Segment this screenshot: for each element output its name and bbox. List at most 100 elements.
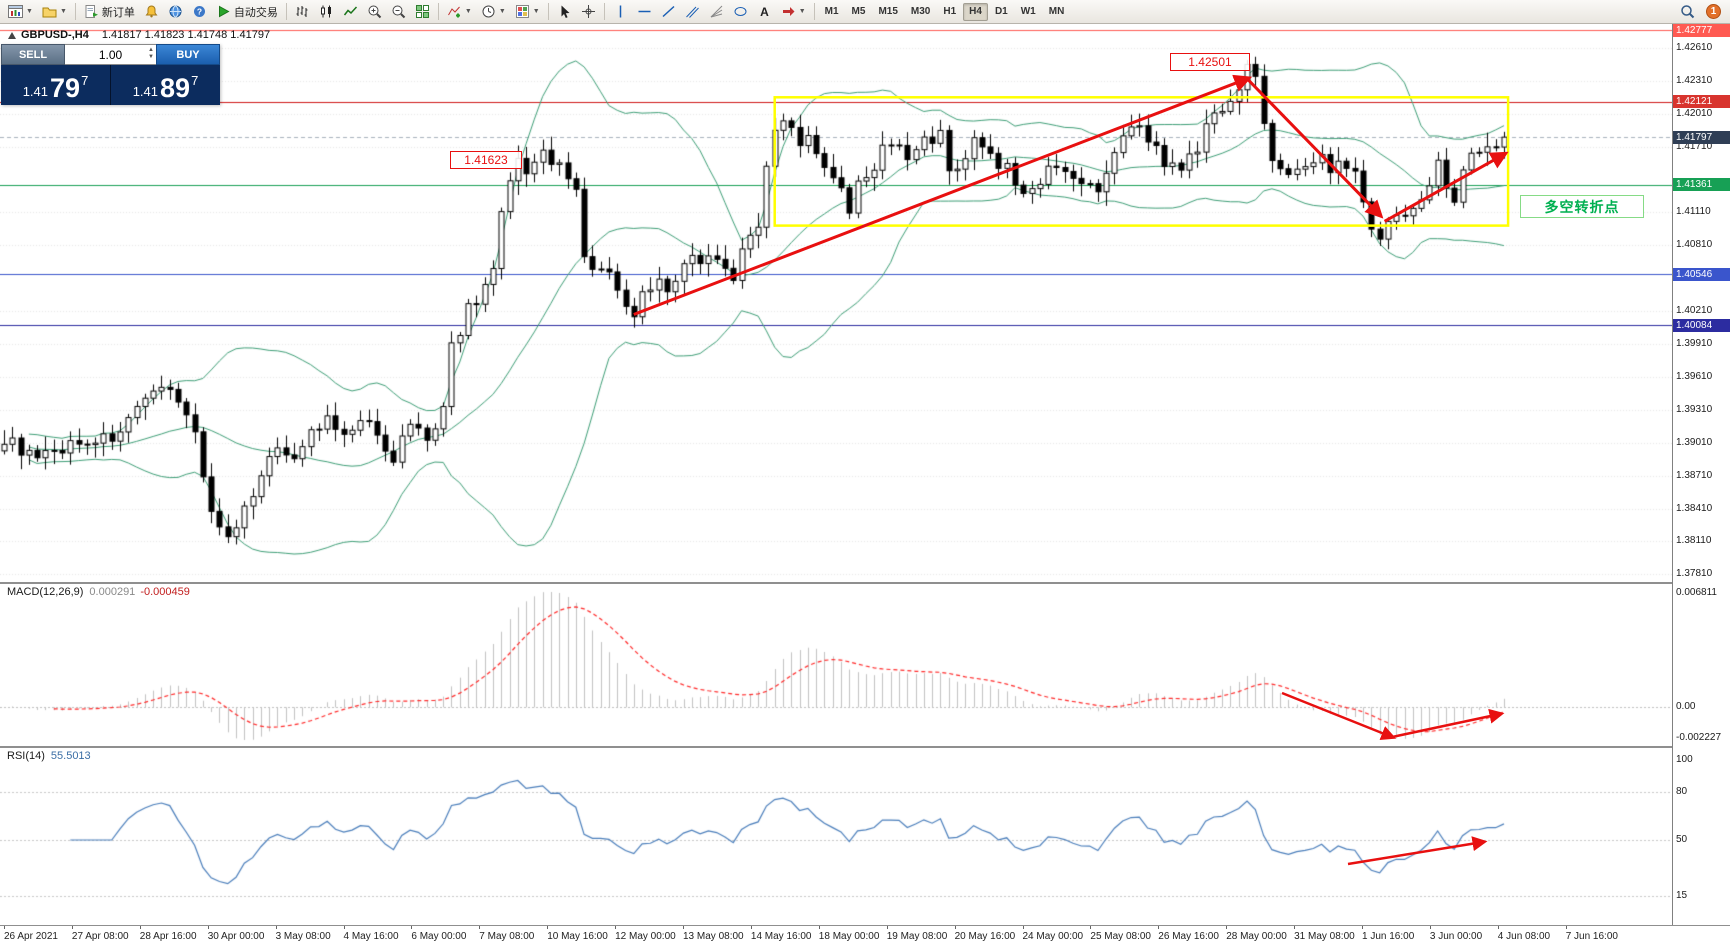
horizontal-line-button[interactable]: [633, 2, 656, 22]
new-order-button[interactable]: 新订单: [80, 2, 139, 22]
profiles-caret-icon[interactable]: ▼: [59, 8, 67, 15]
chart-bars-icon: [295, 4, 310, 19]
time-axis-label: 10 May 16:00: [547, 931, 608, 942]
volume-stepper[interactable]: ▲ ▼: [148, 47, 154, 60]
timeframe-mn-button[interactable]: MN: [1048, 6, 1065, 17]
time-axis[interactable]: 26 Apr 2021 27 Apr 08:00 28 Apr 16:00 30 Ap…: [0, 926, 1730, 946]
new-chart-button[interactable]: ▼: [4, 2, 37, 22]
vertical-line-button[interactable]: [609, 2, 632, 22]
time-axis-label: 24 May 00:00: [1022, 931, 1084, 942]
shapes-icon: [733, 4, 748, 19]
time-axis-tick: [1362, 926, 1363, 929]
chart-line-button[interactable]: [339, 2, 362, 22]
price-axis-label: 1.38710: [1676, 469, 1713, 481]
price-axis[interactable]: 1.42610 1.42310 1.42010 1.41710 1.41110 1.408…: [1673, 24, 1730, 925]
zoom-out-button[interactable]: [387, 2, 410, 22]
profiles-icon: [42, 4, 57, 19]
arrows-icon: [781, 4, 796, 19]
periods-caret-icon[interactable]: ▼: [498, 8, 506, 15]
tile-windows-button[interactable]: [411, 2, 434, 22]
timeframe-m1-button[interactable]: M1: [824, 6, 839, 17]
price-axis-label: 1.39010: [1676, 436, 1713, 448]
arrows-button[interactable]: ▼: [777, 2, 810, 22]
notification-badge[interactable]: 1: [1706, 4, 1721, 19]
time-axis-tick: [1226, 926, 1228, 929]
sell-button[interactable]: SELL: [1, 44, 65, 65]
new-chart-caret-icon[interactable]: ▼: [26, 8, 33, 15]
time-axis-label: 4 May 16:00: [343, 931, 399, 942]
templates-button[interactable]: ▼: [511, 2, 544, 22]
chart-candlesticks-button[interactable]: [315, 2, 338, 22]
price-axis-label: 1.42610: [1676, 42, 1713, 53]
price-chart-canvas[interactable]: [0, 24, 1672, 926]
templates-caret-icon[interactable]: ▼: [532, 8, 540, 15]
chart-line-icon: [343, 4, 358, 19]
time-axis-label: 12 May 00:00: [615, 931, 676, 942]
arrows-caret-icon[interactable]: ▼: [798, 8, 806, 15]
zoom-in-button[interactable]: [363, 2, 386, 22]
alerts-button[interactable]: [140, 2, 163, 22]
bid-price-display[interactable]: 1.41 79 7: [1, 65, 110, 105]
help-button[interactable]: ?: [188, 2, 211, 22]
profiles-button[interactable]: ▼: [38, 2, 71, 22]
time-axis-label: 1 Jun 16:00: [1362, 931, 1415, 942]
autotrading-button[interactable]: 自动交易: [212, 2, 282, 22]
ask-price-display[interactable]: 1.41 89 7: [111, 65, 220, 105]
new-order-label: 新订单: [101, 6, 135, 19]
search-icon: [1680, 4, 1695, 19]
turning-point-note[interactable]: 多空转折点: [1520, 195, 1644, 218]
price-axis-label: 1.41710: [1676, 140, 1713, 152]
time-axis-tick: [547, 926, 549, 929]
time-axis-tick: [1158, 926, 1160, 929]
fibonacci-button[interactable]: [705, 2, 728, 22]
autotrading-label: 自动交易: [233, 6, 278, 19]
timeframe-w1-button[interactable]: W1: [1020, 6, 1036, 17]
market-watch-button[interactable]: [164, 2, 187, 22]
timeframe-h1-button[interactable]: H1: [943, 6, 957, 17]
volume-input[interactable]: 1.00 ▲ ▼: [65, 44, 156, 65]
macd-indicator-label: MACD(12,26,9) 0.000291 -0.000459: [7, 586, 190, 598]
macd-axis-zero: 0.00: [1676, 701, 1696, 713]
indicators-button[interactable]: ▼: [443, 2, 476, 22]
fibonacci-icon: [709, 4, 724, 19]
macd-value-1: 0.000291: [89, 586, 136, 598]
trendline-button[interactable]: [657, 2, 680, 22]
price-axis-label: 1.37810: [1676, 568, 1713, 580]
time-axis-label: 4 Jun 08:00: [1497, 931, 1551, 942]
price-axis-label: 1.40210: [1676, 305, 1713, 317]
indicators-caret-icon[interactable]: ▼: [464, 8, 472, 15]
breakout-price-label[interactable]: 1.41623: [450, 151, 522, 169]
timeframe-m30-button[interactable]: M30: [910, 6, 931, 17]
crosshair-button[interactable]: [577, 2, 600, 22]
zoom-in-icon: [367, 4, 382, 19]
timeframe-m5-button[interactable]: M5: [851, 6, 866, 17]
toolbar-separator: [437, 3, 439, 20]
periods-button[interactable]: ▼: [477, 2, 510, 22]
time-axis-label: 25 May 08:00: [1090, 931, 1151, 942]
swing-high-price-label[interactable]: 1.42501: [1170, 53, 1250, 71]
panel-separator-rsi[interactable]: [0, 746, 1730, 748]
timeframe-m15-button[interactable]: M15: [878, 6, 898, 17]
equidistant-channel-button[interactable]: [681, 2, 704, 22]
horizontal-line-icon: [637, 4, 652, 19]
chart-bars-button[interactable]: [291, 2, 314, 22]
time-axis-tick: [4, 926, 5, 929]
buy-button[interactable]: BUY: [156, 44, 220, 65]
ohlc-values: 1.41817 1.41823 1.41748 1.41797: [101, 29, 271, 41]
time-axis-label: 6 May 00:00: [411, 931, 467, 942]
price-axis-label: 1.42310: [1676, 74, 1713, 86]
text-button[interactable]: A: [753, 2, 776, 22]
rsi-indicator-label: RSI(14) 55.5013: [7, 750, 91, 762]
toolbar-separator: [603, 3, 605, 20]
timeframe-d1-button[interactable]: D1: [994, 6, 1008, 17]
market-watch-icon: [168, 4, 183, 19]
shapes-button[interactable]: [729, 2, 752, 22]
time-axis-tick: [1090, 926, 1092, 929]
panel-separator-macd[interactable]: [0, 582, 1730, 584]
timeframe-h4-button[interactable]: H4: [963, 2, 988, 21]
cursor-button[interactable]: [553, 2, 576, 22]
time-axis-tick: [750, 926, 752, 929]
crosshair-icon: [581, 4, 596, 19]
search-button[interactable]: [1676, 2, 1699, 22]
svg-text:?: ?: [197, 7, 202, 17]
